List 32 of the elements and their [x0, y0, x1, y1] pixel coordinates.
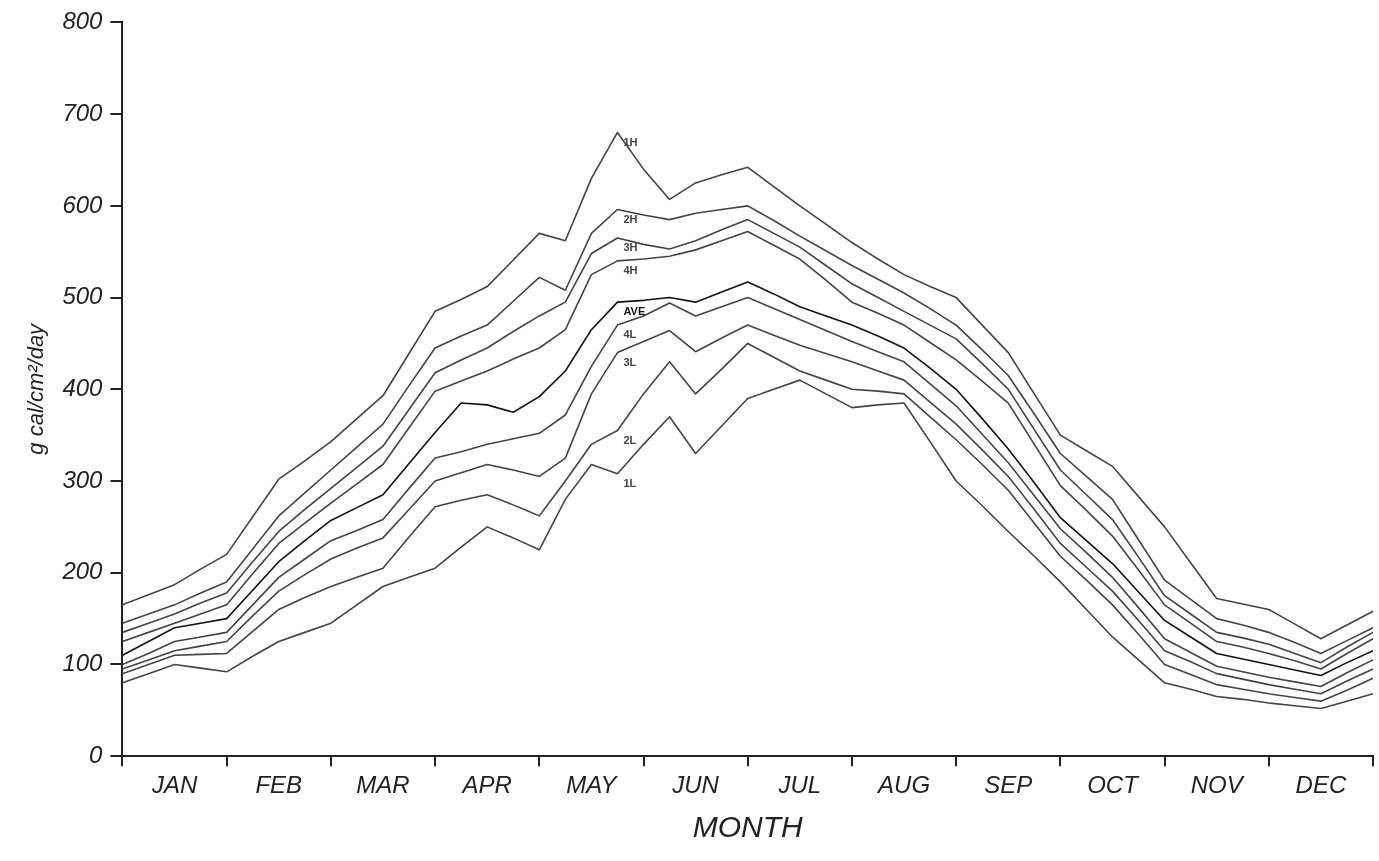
series-label: 1L [623, 476, 637, 489]
series-label: 2H [623, 212, 638, 225]
x-tick-label: FEB [255, 771, 303, 799]
x-tick-label: SEP [984, 771, 1033, 799]
y-tick-label: 600 [62, 190, 104, 218]
series-label: AVE [623, 305, 646, 318]
y-tick-label: 200 [61, 557, 104, 585]
y-tick-label: 800 [62, 7, 104, 35]
series-label: 4L [623, 328, 637, 341]
y-tick-label: 300 [62, 465, 104, 493]
x-axis-title: MONTH [692, 810, 804, 844]
x-tick-label: AUG [876, 771, 931, 799]
x-tick-label: OCT [1087, 771, 1141, 799]
y-tick-label: 0 [89, 740, 104, 768]
series-label: 4H [623, 263, 638, 276]
x-tick-label: JUL [777, 771, 822, 799]
y-tick-label: 100 [62, 649, 104, 677]
x-tick-label: APR [460, 771, 512, 799]
series-label: 3L [623, 355, 637, 368]
series-label: 2L [623, 433, 637, 446]
x-tick-label: JUN [671, 771, 720, 799]
x-tick-label: NOV [1190, 771, 1245, 799]
series-label: 1H [623, 135, 638, 148]
series-label: 3H [623, 240, 638, 253]
x-tick-label: MAY [566, 771, 619, 799]
x-tick-label: MAR [356, 771, 410, 799]
x-tick-label: DEC [1295, 771, 1347, 799]
y-axis-title: g cal/cm²/day [23, 321, 49, 455]
y-tick-label: 400 [62, 373, 104, 401]
y-tick-label: 500 [62, 282, 104, 310]
y-tick-label: 700 [62, 98, 104, 126]
x-tick-label: JAN [150, 771, 198, 799]
